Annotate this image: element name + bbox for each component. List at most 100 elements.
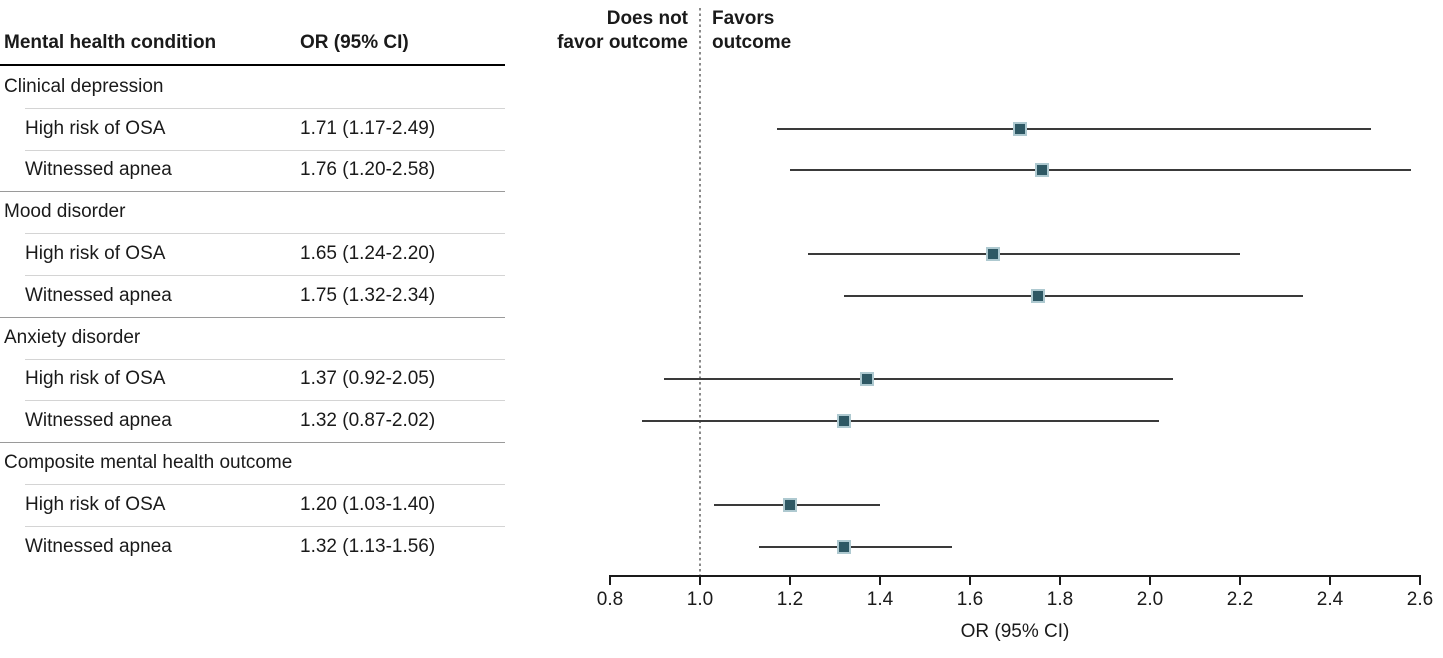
row-divider — [25, 233, 505, 235]
condition-item-label: Witnessed apnea — [25, 410, 172, 432]
x-axis-tick — [878, 577, 881, 585]
condition-item-label: Witnessed apnea — [25, 159, 172, 181]
condition-item-label: High risk of OSA — [25, 117, 166, 139]
ci-line — [844, 294, 1303, 297]
x-axis-tick — [1239, 577, 1241, 585]
forest-row — [610, 108, 1420, 150]
or-ci-value: 1.75 (1.32-2.34) — [300, 284, 436, 306]
ci-line — [776, 127, 1371, 130]
forest-row — [610, 484, 1420, 526]
x-axis-tick — [609, 577, 611, 585]
x-axis: 0.8 1.0 1.2 1.4 1.6 1.8 2.0 2.2 2.4 2.6 OR (95% C… — [597, 575, 1433, 655]
forest-row — [610, 150, 1420, 192]
row-divider — [25, 484, 505, 485]
table-group-row: Clinical depression — [0, 66, 505, 108]
forest-plot-area — [610, 66, 1420, 568]
row-divider — [0, 316, 505, 318]
x-axis-tick-label: 1.6 — [956, 589, 984, 610]
table-item-row: Witnessed apnea 1.32 (1.13-1.56) — [0, 525, 505, 568]
or-point-marker — [985, 247, 1000, 262]
row-divider — [25, 400, 505, 402]
row-divider — [25, 149, 505, 151]
x-axis-tick-label: 2.0 — [1136, 589, 1164, 610]
condition-group-label: Clinical depression — [4, 75, 164, 97]
ci-line — [664, 378, 1173, 381]
or-ci-value: 1.32 (1.13-1.56) — [300, 535, 436, 557]
forest-row — [610, 275, 1420, 317]
or-ci-value: 1.37 (0.92-2.05) — [300, 368, 436, 390]
ci-line — [758, 545, 952, 548]
table-header: Mental health condition OR (95% CI) — [0, 23, 505, 66]
condition-item-label: High risk of OSA — [25, 493, 166, 515]
or-point-marker — [1035, 163, 1049, 178]
x-axis-tick — [1329, 577, 1331, 585]
row-divider — [25, 358, 505, 360]
region-label-left-line2: favor outcome — [557, 32, 688, 53]
condition-item-label: Witnessed apnea — [25, 535, 172, 557]
condition-group-label: Mood disorder — [4, 201, 126, 223]
forest-row — [610, 400, 1420, 442]
x-axis-tick-label: 1.2 — [776, 589, 804, 610]
x-axis-tick — [1148, 577, 1151, 585]
x-axis-tick-label: 1.0 — [686, 589, 714, 610]
condition-item-label: High risk of OSA — [25, 368, 166, 390]
x-axis-tick-label: 2.2 — [1226, 589, 1254, 610]
or-ci-value: 1.32 (0.87-2.02) — [300, 410, 436, 432]
table-group-row: Anxiety disorder — [0, 316, 505, 359]
forest-row — [610, 359, 1420, 401]
forest-row — [610, 233, 1420, 275]
x-axis-label: OR (95% CI) — [960, 621, 1070, 642]
row-divider — [25, 525, 505, 527]
x-axis-line — [609, 575, 1421, 577]
or-point-marker — [859, 372, 874, 387]
or-point-marker — [837, 414, 851, 429]
or-ci-value: 1.20 (1.03-1.40) — [300, 493, 436, 515]
condition-group-label: Anxiety disorder — [4, 326, 141, 348]
ci-line — [641, 420, 1159, 423]
region-label-right-line2: outcome — [712, 32, 792, 53]
or-point-marker — [783, 497, 797, 512]
reference-line-or-1 — [699, 8, 701, 575]
condition-item-label: Witnessed apnea — [25, 284, 172, 306]
or-point-marker — [1030, 288, 1045, 303]
or-ci-value: 1.65 (1.24-2.20) — [300, 243, 436, 265]
table-item-row: Witnessed apnea 1.76 (1.20-2.58) — [0, 149, 505, 192]
table-group-row: Mood disorder — [0, 191, 505, 233]
row-divider — [25, 275, 505, 276]
or-ci-value: 1.76 (1.20-2.58) — [300, 159, 436, 181]
or-ci-value: 1.71 (1.17-2.49) — [300, 117, 436, 139]
row-divider — [25, 107, 505, 109]
x-axis-tick — [699, 577, 701, 585]
condition-group-label: Composite mental health outcome — [4, 452, 293, 474]
condition-item-label: High risk of OSA — [25, 243, 166, 265]
row-divider — [0, 191, 505, 193]
row-divider — [0, 442, 505, 444]
table-header-condition: Mental health condition — [4, 32, 217, 53]
ci-line — [808, 253, 1240, 256]
x-axis-tick-label: 2.4 — [1316, 589, 1344, 610]
or-point-marker — [837, 539, 851, 554]
table-header-or-ci: OR (95% CI) — [300, 32, 409, 53]
ci-line — [790, 169, 1411, 172]
table-item-row: Witnessed apnea 1.32 (0.87-2.02) — [0, 400, 505, 442]
region-label-right-line1: Favors — [712, 8, 775, 29]
forest-row — [610, 526, 1420, 568]
x-axis-tick-label: 2.6 — [1406, 589, 1434, 610]
table-item-row: High risk of OSA 1.20 (1.03-1.40) — [0, 484, 505, 526]
region-label-does-not-favor: Does not favor outcome — [557, 7, 688, 55]
or-point-marker — [1012, 121, 1027, 136]
table-item-row: High risk of OSA 1.65 (1.24-2.20) — [0, 233, 505, 275]
table-item-row: High risk of OSA 1.37 (0.92-2.05) — [0, 358, 505, 401]
x-axis-tick-label: 1.4 — [866, 589, 894, 610]
x-axis-tick-label: 1.8 — [1046, 589, 1074, 610]
x-axis-tick — [789, 577, 791, 585]
x-axis-tick — [1419, 577, 1421, 585]
table-item-row: Witnessed apnea 1.75 (1.32-2.34) — [0, 275, 505, 317]
region-label-favors: Favors outcome — [712, 7, 791, 55]
table-item-row: High risk of OSA 1.71 (1.17-2.49) — [0, 107, 505, 150]
x-axis-tick-label: 0.8 — [596, 589, 624, 610]
region-label-left-line1: Does not — [606, 8, 688, 29]
x-axis-tick — [969, 577, 971, 585]
condition-table: Clinical depression High risk of OSA 1.71 … — [0, 66, 505, 568]
